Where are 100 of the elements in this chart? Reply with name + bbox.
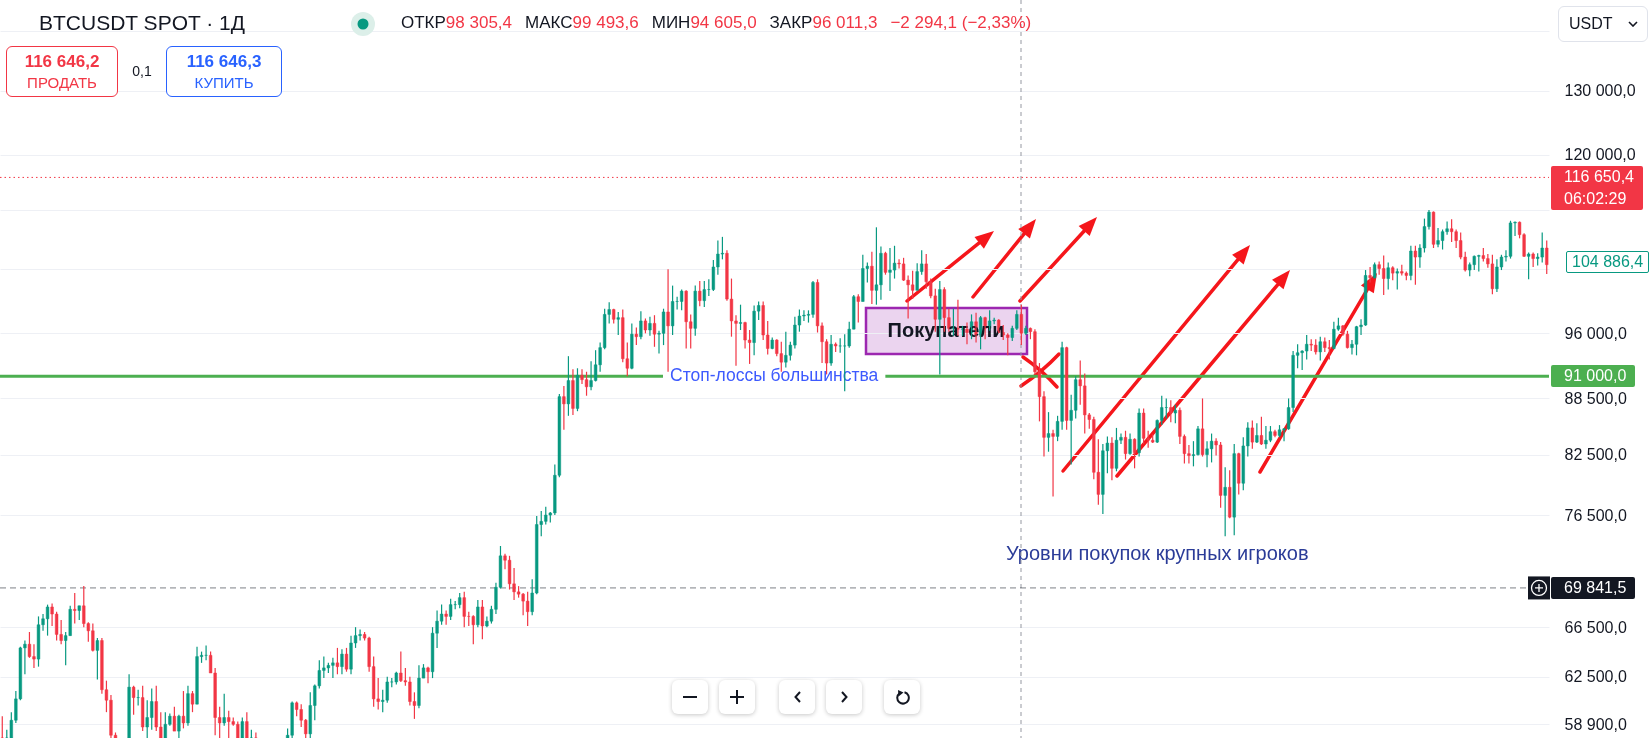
dropdown: USDT — [1558, 6, 1648, 42]
annotation: ПРОДАТЬ — [27, 72, 97, 93]
candlestick — [566, 355, 571, 417]
buy-button: 116 646,3 КУПИТЬ — [166, 46, 282, 97]
candlestick — [141, 685, 145, 732]
candlestick — [652, 314, 657, 348]
candlestick — [575, 367, 580, 412]
text: BTCUSDT SPOT · 1Д — [39, 11, 245, 36]
candlestick — [222, 693, 226, 727]
annotation: 94 605,0 — [690, 13, 757, 33]
candlestick — [27, 631, 32, 659]
annotation: 0,1 — [132, 62, 152, 80]
annotation: 98 305,4 — [445, 13, 513, 33]
annotation: 116 646,3 — [186, 50, 262, 72]
candlestick — [1490, 254, 1494, 295]
candlestick — [95, 637, 99, 680]
candlestick — [462, 591, 466, 628]
candlestick — [181, 690, 186, 729]
candlestick — [1169, 399, 1173, 423]
candlestick — [738, 304, 743, 331]
candlestick — [698, 280, 702, 307]
y-tick-label: 58 900,0 — [1564, 715, 1627, 733]
candlestick — [1200, 397, 1205, 458]
candlestick — [132, 685, 136, 716]
candlestick — [1114, 427, 1119, 472]
ref-line-label: 116 650,4 — [1564, 167, 1634, 188]
candlestick — [1413, 245, 1417, 286]
candlestick — [1318, 336, 1322, 362]
text: 104 886,4 — [1566, 251, 1650, 273]
candlestick — [240, 716, 244, 738]
annotation: 96 011,3 — [812, 13, 878, 33]
candlestick — [693, 285, 697, 337]
candlestick — [1228, 469, 1232, 519]
candlestick — [630, 322, 634, 370]
text: 06:02:29 — [1564, 189, 1628, 210]
ref-line-label: 69 841,5 — [1564, 577, 1627, 598]
annotation: ЗАКР — [769, 13, 813, 33]
candlestick — [1209, 432, 1214, 464]
candlestick — [1545, 239, 1549, 275]
candlestick — [1232, 443, 1236, 536]
candlestick — [1431, 210, 1436, 249]
candlestick — [1132, 437, 1137, 469]
candlestick — [385, 676, 389, 704]
y-tick-label: 76 500,0 — [1564, 506, 1627, 524]
candlestick — [1250, 419, 1254, 450]
y-tick-label: 88 500,0 — [1564, 389, 1627, 407]
candlestick — [1259, 416, 1263, 446]
candlestick — [1019, 304, 1023, 346]
annotation: МАКС — [525, 13, 573, 33]
candlestick — [861, 254, 865, 303]
candlestick — [480, 599, 484, 640]
annotation: −2 294,1 (−2,33%) — [890, 13, 1032, 33]
candlestick — [73, 592, 77, 625]
candlestick — [471, 614, 475, 645]
candlestick — [784, 331, 788, 368]
candlestick — [1173, 404, 1177, 424]
candlestick — [1363, 269, 1368, 327]
candlestick — [449, 598, 453, 621]
candlestick — [399, 651, 403, 683]
y-tick-label: 120 000,0 — [1564, 146, 1636, 164]
candlestick — [584, 371, 589, 397]
annotation: ОТКР — [401, 13, 446, 33]
annotation: КУПИТЬ — [194, 72, 254, 93]
candlestick — [476, 599, 480, 628]
y-tick-label: 66 500,0 — [1564, 618, 1627, 636]
candlestick — [227, 710, 231, 738]
candlestick — [856, 293, 860, 324]
candlestick — [616, 311, 620, 336]
candlestick — [680, 288, 684, 311]
candlestick — [1065, 346, 1069, 431]
candlestick — [1237, 452, 1241, 495]
candlestick — [36, 615, 41, 668]
annotation: МИН — [651, 13, 691, 33]
candlestick — [874, 226, 879, 306]
candlestick — [82, 585, 86, 628]
candlestick — [1123, 430, 1128, 461]
candlestick — [1386, 261, 1390, 291]
candlestick — [1508, 220, 1513, 260]
candlestick — [172, 706, 176, 732]
candlestick — [1527, 251, 1531, 280]
candlestick — [245, 711, 249, 738]
candlestick — [0, 715, 4, 738]
candlestick — [45, 604, 50, 637]
candlestick — [1223, 466, 1227, 537]
candlestick — [1006, 332, 1010, 356]
y-tick-label: 130 000,0 — [1564, 82, 1636, 100]
candlestick — [335, 647, 340, 675]
y-tick-label: 82 500,0 — [1564, 446, 1627, 464]
candlestick — [1540, 231, 1544, 263]
candlestick — [883, 251, 888, 276]
annotation: Уровни покупок крупных игроков — [1006, 541, 1309, 565]
sell-button: 116 646,2 ПРОДАТЬ — [6, 46, 118, 97]
candlestick — [1395, 267, 1399, 291]
y-tick-label: 96 000,0 — [1564, 324, 1627, 342]
candlestick — [661, 308, 666, 346]
ref-line-label: 91 000,0 — [1564, 366, 1627, 387]
candlestick — [892, 245, 897, 280]
candlestick — [670, 285, 675, 336]
candlestick — [702, 280, 706, 308]
candlestick — [1046, 411, 1051, 453]
